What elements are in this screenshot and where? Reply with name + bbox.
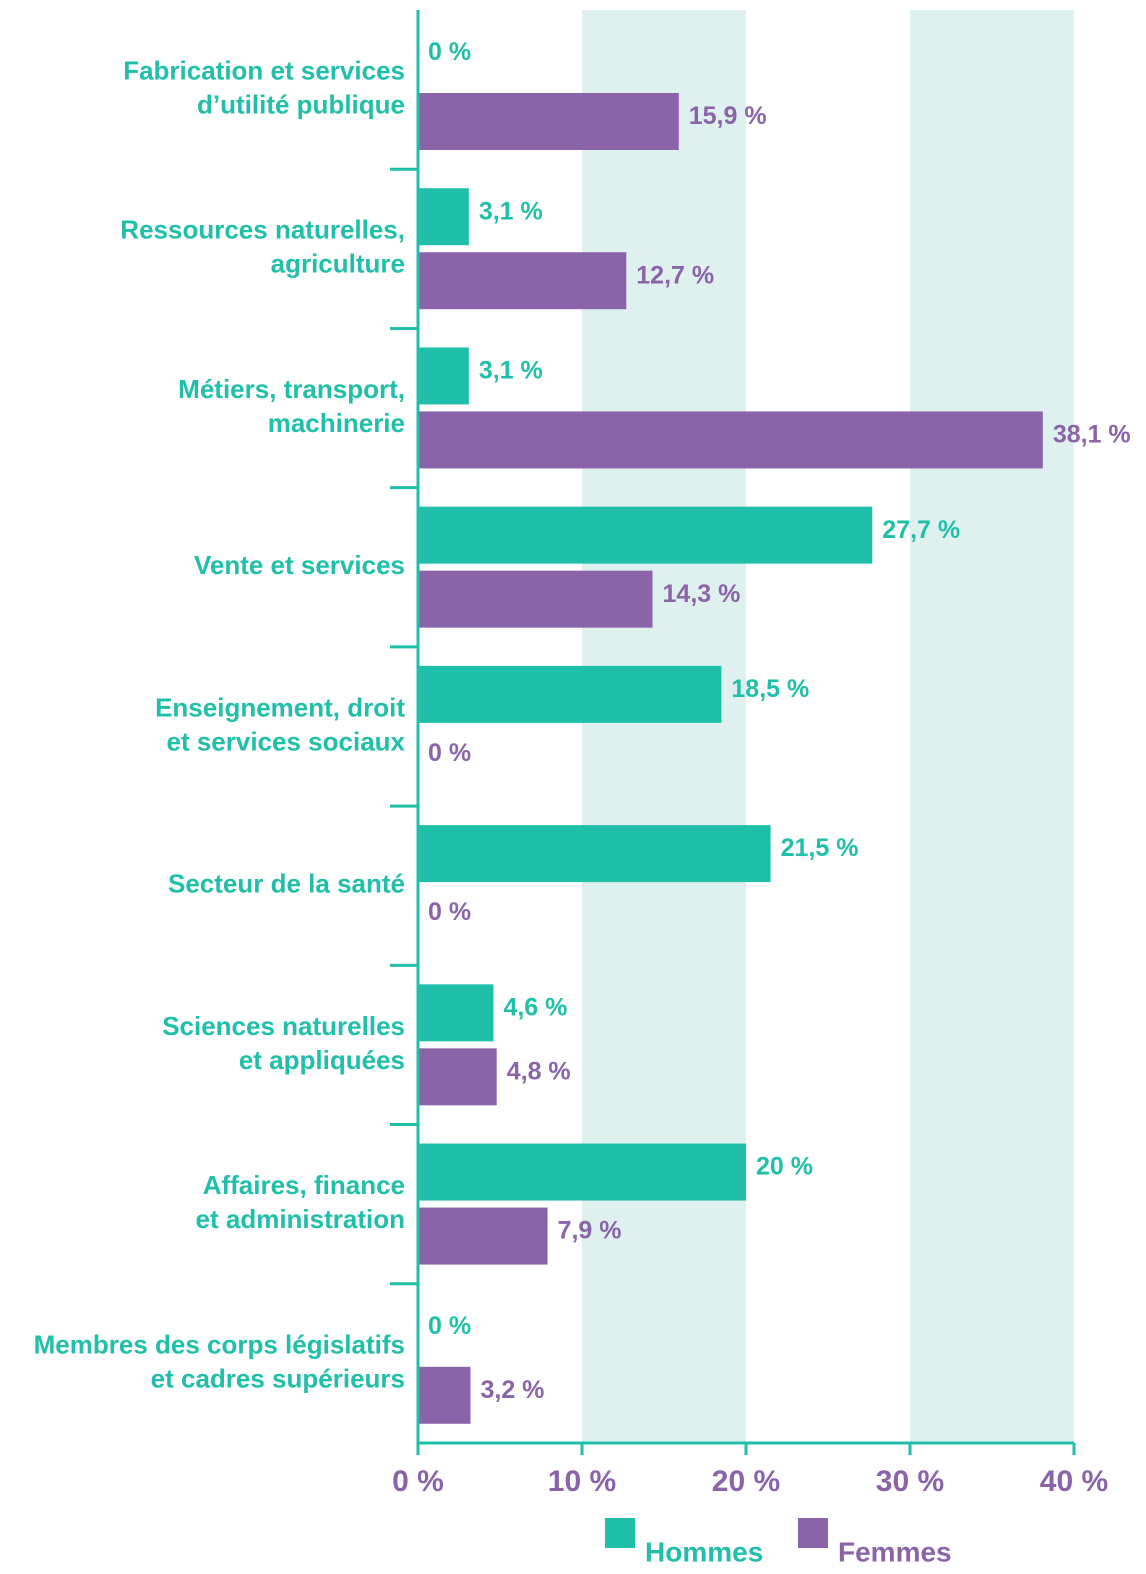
bar	[418, 825, 771, 883]
category-label: Ressources naturelles,	[120, 215, 405, 245]
legend-swatch	[798, 1518, 828, 1548]
value-label: 7,9 %	[558, 1217, 622, 1245]
bar	[418, 347, 469, 405]
value-label: 12,7 %	[636, 261, 714, 289]
category-label: et services sociaux	[167, 726, 406, 756]
grid-band	[910, 10, 1074, 1443]
bar	[418, 984, 494, 1042]
value-label: 15,9 %	[689, 102, 767, 130]
category-label: agriculture	[271, 249, 405, 279]
category-label: Secteur de la santé	[168, 869, 405, 899]
value-label: 27,7 %	[882, 516, 960, 544]
value-label: 3,1 %	[479, 357, 543, 385]
x-tick-label: 0 %	[392, 1465, 444, 1498]
value-label: 20 %	[756, 1153, 813, 1181]
value-label: 0 %	[428, 38, 471, 66]
bar	[418, 506, 873, 564]
bar	[418, 570, 653, 628]
legend-swatch	[605, 1518, 635, 1548]
bar	[418, 1366, 471, 1424]
category-label: Membres des corps législatifs	[34, 1329, 405, 1359]
category-label: d’utilité publique	[197, 89, 405, 119]
bar	[418, 1207, 548, 1265]
legend-label: Femmes	[838, 1536, 952, 1567]
category-label: machinerie	[268, 408, 405, 438]
category-label: Affaires, finance	[203, 1170, 405, 1200]
bar	[418, 665, 722, 723]
value-label: 18,5 %	[731, 675, 809, 703]
category-label: Fabrication et services	[123, 55, 405, 85]
value-label: 4,8 %	[507, 1057, 571, 1085]
category-label: et administration	[196, 1204, 405, 1234]
x-tick-label: 20 %	[712, 1465, 780, 1498]
value-label: 3,2 %	[480, 1376, 544, 1404]
category-label: Métiers, transport,	[178, 374, 405, 404]
category-label: Vente et services	[194, 550, 405, 580]
grid-band	[582, 10, 746, 1443]
value-label: 4,6 %	[503, 993, 567, 1021]
category-label: Enseignement, droit	[155, 692, 405, 722]
value-label: 3,1 %	[479, 197, 543, 225]
value-label: 21,5 %	[781, 834, 859, 862]
value-label: 14,3 %	[663, 580, 741, 608]
category-label: Sciences naturelles	[162, 1011, 405, 1041]
legend-label: Hommes	[645, 1536, 763, 1567]
value-label: 0 %	[428, 739, 471, 767]
bar	[418, 1143, 746, 1201]
category-label: et cadres supérieurs	[151, 1363, 405, 1393]
x-tick-label: 10 %	[548, 1465, 616, 1498]
value-label: 0 %	[428, 1312, 471, 1340]
bar	[418, 252, 627, 310]
bar	[418, 93, 679, 150]
bar	[418, 411, 1043, 469]
x-tick-label: 30 %	[876, 1465, 944, 1498]
x-tick-label: 40 %	[1040, 1465, 1108, 1498]
value-label: 0 %	[428, 898, 471, 926]
bar	[418, 1048, 497, 1106]
category-label: et appliquées	[239, 1045, 405, 1075]
value-label: 38,1 %	[1053, 421, 1131, 449]
bar	[418, 188, 469, 246]
